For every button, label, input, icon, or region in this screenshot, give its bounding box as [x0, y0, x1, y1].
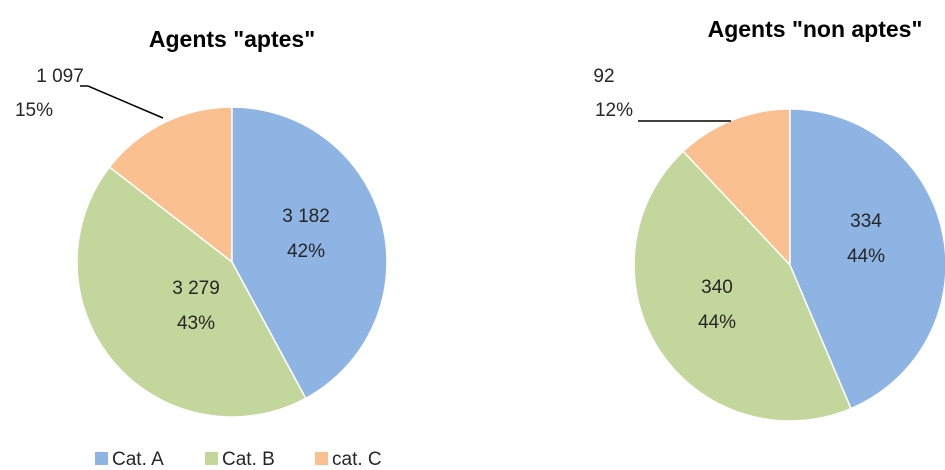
legend-label-cat-a: Cat. A [112, 449, 164, 470]
value-label-non-aptes-cat-a: 334 [850, 211, 882, 232]
percent-label-non-aptes-cat-c: 12% [595, 100, 633, 121]
pie-slice-non-aptes-cat-a [789, 108, 945, 410]
percent-label-non-aptes-cat-b: 44% [698, 312, 736, 333]
value-label-aptes-cat-c: 1 097 [36, 66, 84, 87]
legend-label-cat-c: cat. C [332, 449, 382, 470]
percent-label-aptes-cat-b: 43% [177, 313, 215, 334]
percent-label-non-aptes-cat-a: 44% [847, 246, 885, 267]
percent-label-aptes-cat-c: 15% [15, 100, 53, 121]
percent-label-aptes-cat-a: 42% [287, 241, 325, 262]
legend-swatch-cat-a [95, 452, 108, 465]
value-label-non-aptes-cat-c: 92 [593, 66, 614, 87]
pie-chart-aptes: Agents "aptes" 3 182 42% 3 279 43% 1 097 15% [15, 26, 388, 418]
pie-slice-aptes-cat-c [108, 106, 233, 264]
leader-line-aptes-cat-c [80, 85, 164, 119]
chart-title-non-aptes: Agents "non aptes" [708, 16, 923, 42]
value-label-aptes-cat-a: 3 182 [282, 206, 330, 227]
legend-swatch-cat-b [205, 452, 218, 465]
pie-slice-aptes-cat-a [231, 106, 388, 400]
value-label-non-aptes-cat-b: 340 [701, 277, 733, 298]
value-label-aptes-cat-b: 3 279 [172, 278, 220, 299]
pie-chart-non-aptes: Agents "non aptes" 334 44% 340 44% 92 12% [593, 16, 945, 422]
legend-label-cat-b: Cat. B [222, 449, 275, 470]
pie-slice-non-aptes-cat-c [682, 108, 791, 267]
legend: Cat. A Cat. B cat. C [95, 449, 382, 470]
pie-slice-non-aptes-cat-b [633, 150, 853, 422]
legend-swatch-cat-c [315, 452, 328, 465]
chart-title-aptes: Agents "aptes" [149, 26, 315, 52]
pie-slice-aptes-cat-b [76, 166, 307, 418]
